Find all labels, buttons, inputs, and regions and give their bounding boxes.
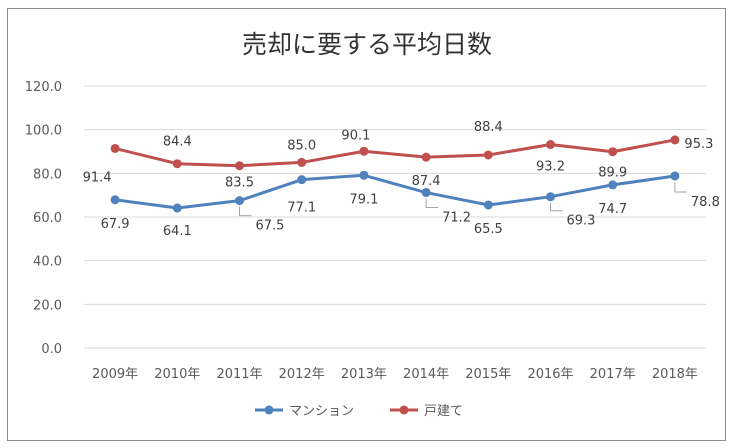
legend-marker — [399, 405, 409, 415]
data-point — [483, 150, 493, 160]
data-labels: 67.9 64.1 67.577.1 79.1 71.265.5 69.374.7 78.8… — [83, 120, 720, 239]
data-point — [235, 196, 244, 206]
y-tick-label: 20.0 — [33, 298, 62, 313]
data-label: 65.5 — [474, 222, 503, 237]
gridlines — [84, 85, 706, 349]
data-point — [359, 146, 369, 156]
data-point — [110, 195, 120, 205]
data-label: 77.1 — [287, 201, 316, 216]
x-tick-label: 2010年 — [154, 367, 200, 382]
data-label: 91.4 — [83, 170, 112, 185]
data-label: 87.4 — [412, 174, 441, 189]
data-label: 89.9 — [598, 166, 627, 181]
leader-line — [674, 181, 687, 193]
leader-line — [550, 202, 563, 212]
legend-label: 戸建て — [424, 404, 463, 419]
data-label: 84.4 — [163, 135, 192, 150]
data-label: 95.3 — [684, 137, 713, 152]
data-label: 90.1 — [341, 128, 370, 143]
series-line-0 — [113, 173, 677, 210]
data-label: 71.2 — [442, 211, 471, 226]
data-label: 78.8 — [691, 195, 720, 210]
y-tick-label: 120.0 — [25, 80, 62, 95]
data-point — [546, 140, 555, 150]
data-point — [421, 188, 431, 198]
y-tick-label: 60.0 — [33, 211, 62, 226]
x-tick-label: 2016年 — [527, 367, 573, 382]
y-tick-label: 40.0 — [33, 255, 62, 270]
data-point — [608, 180, 618, 190]
data-point — [608, 147, 618, 157]
data-point — [670, 135, 680, 145]
x-tick-label: 2015年 — [465, 367, 511, 382]
data-point — [297, 175, 307, 185]
data-point — [670, 171, 680, 181]
data-label: 85.0 — [287, 138, 316, 153]
data-point — [297, 157, 307, 167]
x-tick-label: 2013年 — [341, 367, 387, 382]
data-point — [421, 152, 431, 162]
data-label: 64.1 — [163, 224, 192, 239]
data-label: 88.4 — [474, 120, 503, 135]
chart-title: 売却に要する平均日数 — [242, 30, 492, 59]
chart-frame — [7, 8, 726, 441]
data-point — [172, 203, 182, 213]
data-label: 93.2 — [536, 160, 565, 175]
data-point — [546, 192, 555, 202]
data-label: 74.7 — [598, 202, 627, 217]
data-point — [359, 170, 369, 180]
y-tick-label: 80.0 — [33, 167, 62, 182]
data-label: 79.1 — [349, 192, 378, 207]
x-tick-label: 2014年 — [403, 367, 449, 382]
x-tick-label: 2018年 — [652, 367, 698, 382]
data-label: 67.9 — [101, 217, 130, 232]
data-label: 69.3 — [567, 214, 596, 229]
data-point — [483, 200, 493, 210]
legend: マンション 戸建て — [255, 404, 463, 419]
x-tick-label: 2011年 — [216, 367, 262, 382]
x-tick-label: 2009年 — [92, 367, 138, 382]
x-tick-label: 2017年 — [590, 367, 636, 382]
series-lines — [110, 135, 680, 213]
leader-line — [425, 198, 439, 209]
x-axis-ticks: 2009年 2010年 2011年 2012年 2013年 2014年 2015年 2016年… — [92, 367, 698, 382]
legend-marker — [264, 405, 274, 415]
series-line-1 — [113, 138, 677, 168]
y-axis-ticks: 0.0 20.0 40.0 60.0 80.0 100.0 120.0 — [25, 80, 62, 357]
legend-label: マンション — [289, 404, 354, 419]
leader-line — [239, 206, 252, 217]
y-tick-label: 100.0 — [25, 124, 62, 139]
data-label: 67.5 — [256, 219, 285, 234]
x-tick-label: 2012年 — [279, 367, 325, 382]
data-label: 83.5 — [225, 176, 254, 191]
data-point — [235, 161, 244, 171]
data-point — [110, 143, 120, 153]
data-point — [172, 159, 182, 169]
y-tick-label: 0.0 — [41, 342, 62, 357]
